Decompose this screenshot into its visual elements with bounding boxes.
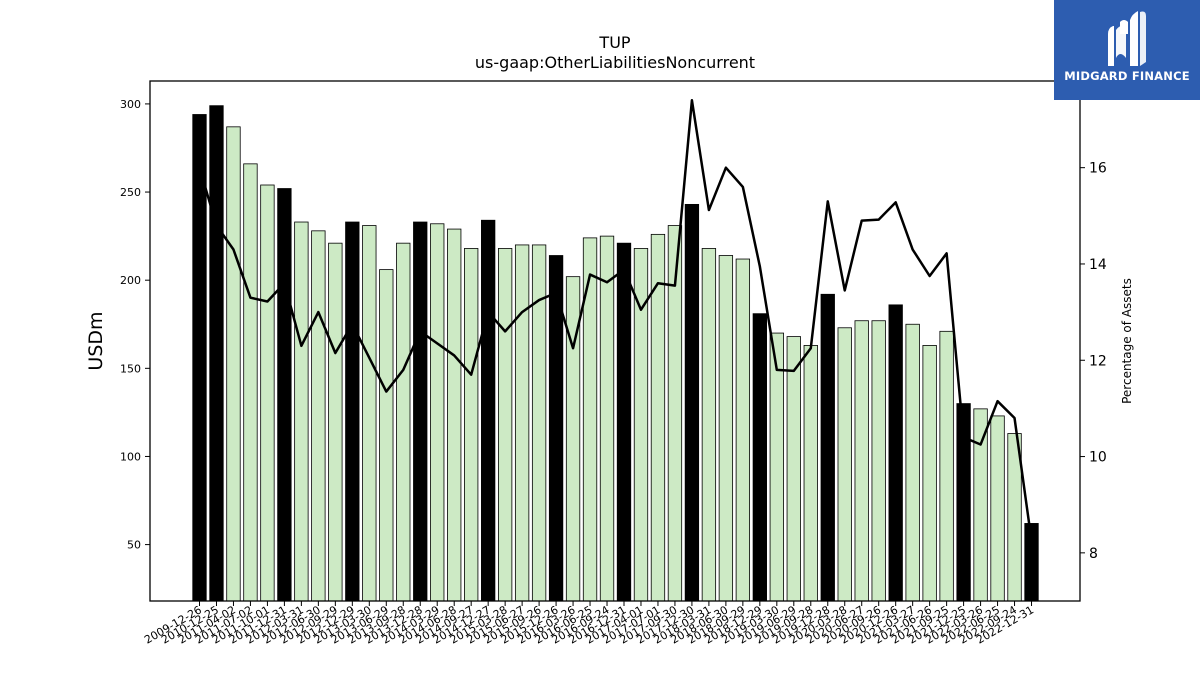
brand-name: MIDGARD FINANCE (1064, 69, 1190, 83)
y2-axis-label: Percentage of Assets (1120, 278, 1134, 404)
bar-2019-03-30 (769, 332, 784, 602)
bar-2019-09-28 (803, 345, 818, 602)
bar-2014-09-27 (464, 248, 479, 602)
bar-2020-03-28 (837, 327, 852, 602)
bar-2019-12-28 (820, 293, 835, 602)
bar-2016-12-31 (616, 242, 632, 602)
bar-2015-03-28 (497, 248, 513, 602)
percentage-line (198, 99, 1033, 541)
bar-2013-03-30 (362, 225, 377, 602)
chart-title: TUP (598, 33, 630, 52)
y2-tick-label: 14 (1089, 257, 1107, 273)
bar-2014-12-27 (481, 219, 496, 602)
axes-group: 501001502002503008101214162009-12-262010… (120, 80, 1107, 647)
bar-2022-06-25 (990, 415, 1005, 602)
bar-2021-03-27 (905, 323, 920, 602)
bars-group (192, 105, 1039, 602)
bar-2020-09-26 (871, 320, 886, 602)
y-axis-label: USDm (85, 311, 107, 370)
bar-2018-03-31 (701, 248, 717, 602)
bar-2012-03-31 (294, 221, 309, 602)
bar-2020-06-27 (854, 320, 869, 602)
bar-2011-07-02 (243, 163, 258, 602)
bar-2019-06-29 (786, 336, 801, 602)
bar-2021-09-25 (939, 330, 954, 602)
chart-subtitle: us-gaap:OtherLiabilitiesNoncurrent (475, 53, 755, 72)
bar-2013-09-28 (396, 242, 411, 602)
bar-2012-12-29 (345, 221, 360, 602)
bar-2013-06-29 (379, 269, 394, 602)
bar-2018-12-29 (752, 313, 767, 602)
bar-2012-09-29 (328, 242, 343, 602)
y-tick-label: 50 (127, 539, 141, 552)
bar-2011-04-02 (226, 126, 241, 602)
bar-2014-03-29 (430, 223, 445, 602)
bar-2014-06-28 (447, 228, 462, 602)
bar-2022-03-26 (973, 408, 988, 602)
bar-2012-06-30 (311, 230, 326, 602)
bar-2017-12-30 (684, 203, 700, 602)
bar-2011-10-01 (260, 184, 275, 602)
brand-logo: MIDGARD FINANCE (1054, 0, 1200, 100)
y2-tick-label: 12 (1089, 353, 1107, 369)
bar-2015-06-27 (514, 244, 530, 602)
bar-2020-12-26 (888, 304, 903, 602)
y2-tick-label: 8 (1089, 546, 1098, 562)
bar-2018-06-30 (718, 255, 734, 602)
midgard-logo-icon (1108, 11, 1146, 66)
y-tick-label: 100 (120, 450, 141, 463)
bar-2016-09-24 (599, 235, 615, 602)
y-tick-label: 250 (120, 186, 141, 199)
y-tick-label: 200 (120, 274, 141, 287)
line-group (198, 99, 1033, 541)
bar-2010-12-25 (209, 105, 224, 602)
y-tick-label: 300 (120, 98, 141, 111)
y2-tick-label: 16 (1089, 161, 1107, 177)
bar-2011-12-31 (277, 188, 292, 602)
y-tick-label: 150 (120, 362, 141, 375)
bar-2018-09-29 (735, 258, 751, 602)
y2-tick-label: 10 (1089, 450, 1107, 466)
bar-2013-12-28 (413, 221, 428, 602)
bar-2021-06-26 (922, 345, 937, 602)
plot-frame (149, 80, 1081, 602)
